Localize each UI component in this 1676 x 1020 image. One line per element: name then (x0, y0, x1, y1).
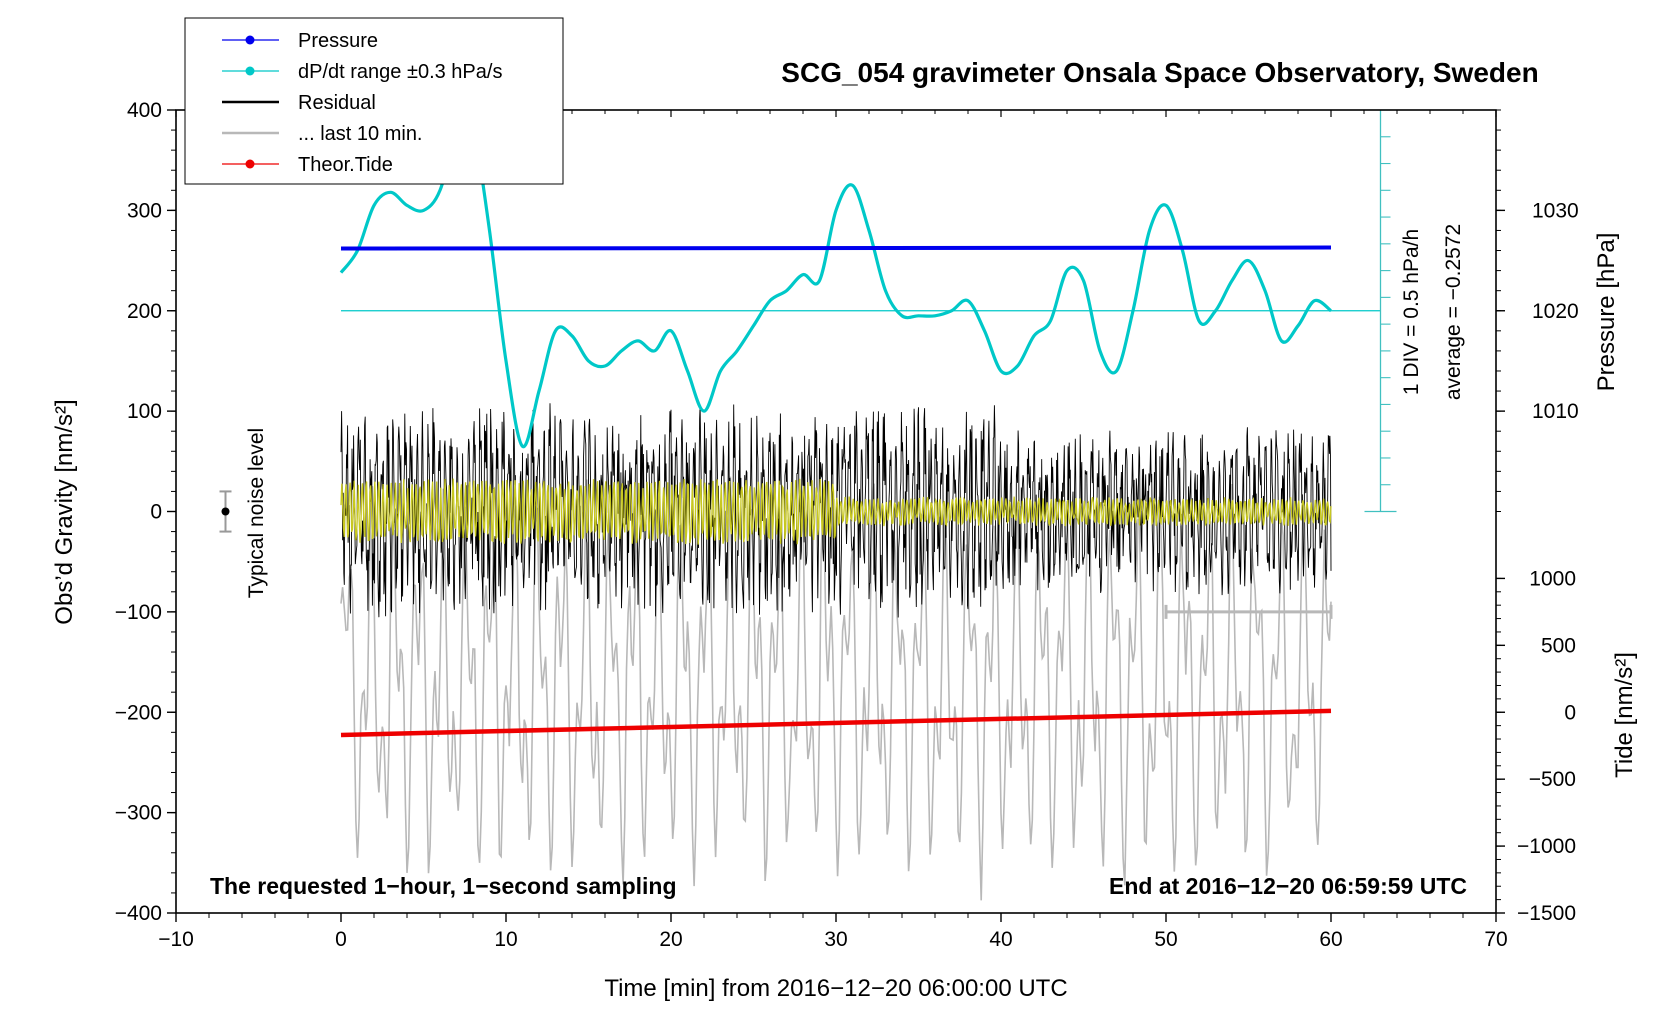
legend-label: ... last 10 min. (298, 123, 423, 145)
chart-title: SCG_054 gravimeter Onsala Space Observat… (781, 57, 1538, 88)
legend: Pressure dP/dt range ±0.3 hPa/s Residual..… (184, 17, 564, 185)
y-tick-label: 0 (150, 501, 162, 524)
series-dpdt (339, 110, 1333, 448)
tide-tick-label: 500 (1541, 634, 1576, 657)
tide-tick-label: −1000 (1517, 835, 1576, 858)
legend-label: Pressure (298, 30, 378, 52)
scale-bar-label-2: average = −0.2572 (1442, 224, 1465, 400)
tide-tick-label: −500 (1529, 768, 1576, 791)
legend-marker (245, 66, 255, 76)
x-tick-label: 70 (1484, 928, 1507, 951)
legend-label: dP/dt range ±0.3 hPa/s (298, 61, 502, 83)
pressure-tick-label: 1010 (1532, 400, 1579, 423)
y-tick-label: 400 (127, 99, 162, 122)
x-tick-label: 0 (335, 928, 347, 951)
legend-marker (245, 35, 255, 45)
annotation-sampling: The requested 1−hour, 1−second sampling (210, 873, 677, 899)
series-theor-tide (340, 708, 1332, 738)
legend-label: Residual (298, 92, 376, 114)
y-tick-label: −400 (115, 902, 162, 925)
pressure-tick-label: 1030 (1532, 199, 1579, 222)
y-tick-label: 200 (127, 300, 162, 323)
tide-tick-label: −1500 (1517, 902, 1576, 925)
legend-label: Theor.Tide (298, 154, 393, 176)
series-last-10-min (340, 476, 1332, 901)
y-tick-label: −200 (115, 701, 162, 724)
x-tick-label: 10 (494, 928, 517, 951)
x-tick-label: 30 (824, 928, 847, 951)
x-tick-label: −10 (158, 928, 194, 951)
overlay-layer (219, 109, 1397, 619)
y-tick-label: 100 (127, 400, 162, 423)
x-tick-label: 20 (659, 928, 682, 951)
axes-layer: −10 0 10 20 30 40 50 60 70−400−300−200−100010020… (115, 99, 1579, 951)
x-tick-label: 40 (989, 928, 1012, 951)
tide-tick-label: 1000 (1529, 567, 1576, 590)
y-tick-label: 300 (127, 199, 162, 222)
x-tick-label: 50 (1154, 928, 1177, 951)
noise-marker-point (221, 507, 230, 516)
data-layer (339, 110, 1381, 901)
annotation-end-time: End at 2016−12−20 06:59:59 UTC (1109, 873, 1467, 899)
x-tick-label: 60 (1319, 928, 1342, 951)
series-pressure (340, 245, 1332, 251)
y-axis-title-pressure: Pressure [hPa] (1593, 233, 1620, 392)
series-residual-filtered (340, 478, 1332, 545)
noise-level-label: Typical noise level (245, 428, 268, 598)
scale-bar-label-1: 1 DIV = 0.5 hPa/h (1400, 229, 1423, 395)
y-tick-label: −300 (115, 802, 162, 825)
x-axis-title: Time [min] from 2016−12−20 06:00:00 UTC (604, 975, 1067, 1002)
y-axis-title-left: Obs’d Gravity [nm/s²] (51, 399, 78, 624)
y-tick-label: −100 (115, 601, 162, 624)
pressure-tick-label: 1020 (1532, 300, 1579, 323)
tide-tick-label: 0 (1564, 701, 1576, 724)
legend-marker (245, 159, 255, 169)
y-axis-title-tide: Tide [nm/s²] (1611, 652, 1638, 778)
